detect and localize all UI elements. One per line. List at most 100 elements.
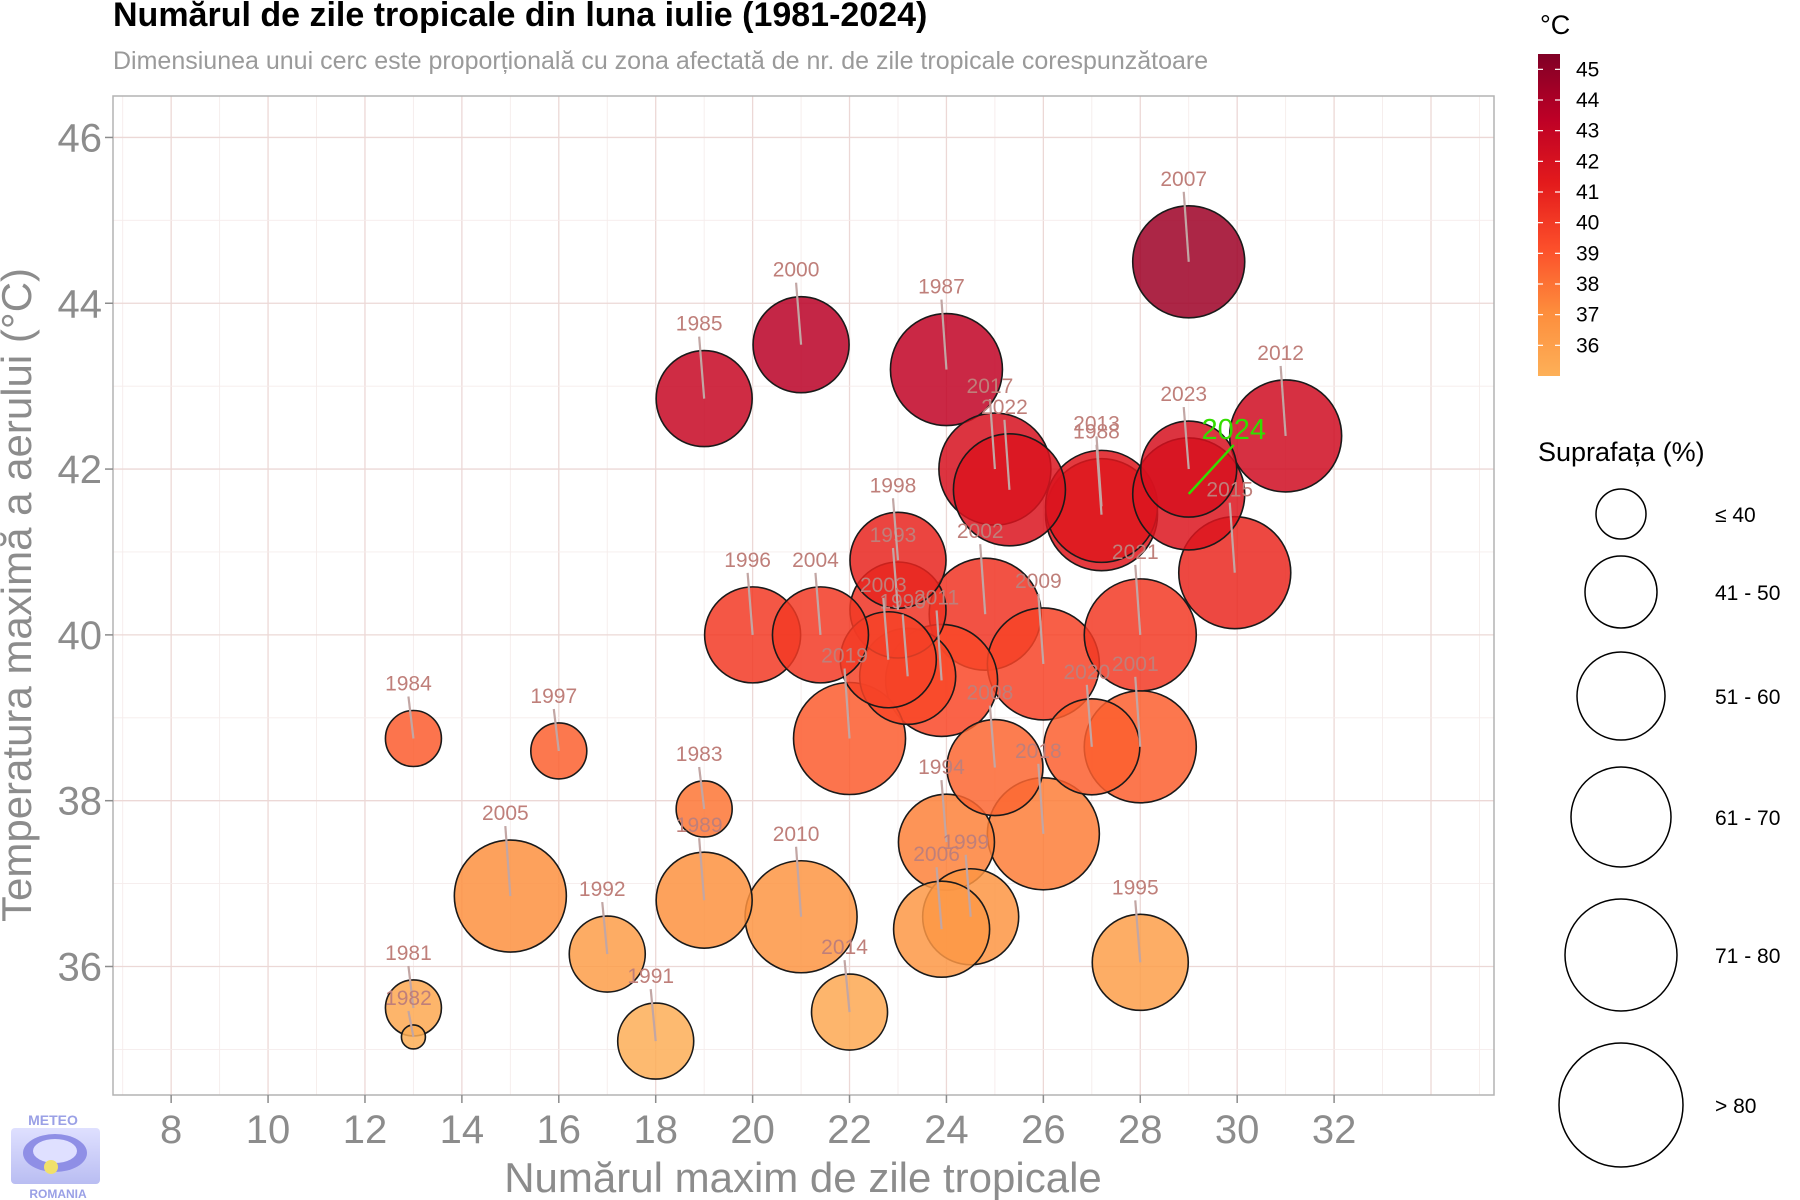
year-label-2013: 2013 — [1073, 412, 1120, 435]
leader-line-1983 — [698, 766, 706, 810]
year-label-1992: 1992 — [579, 878, 626, 901]
x-tick-label: 16 — [537, 1108, 582, 1152]
x-tick-label: 18 — [633, 1108, 678, 1152]
year-label-2008: 2008 — [967, 682, 1014, 705]
logo-bottom-text: ROMANIA — [29, 1187, 87, 1200]
x-tick-label: 12 — [343, 1108, 388, 1152]
leader-line-2005 — [504, 825, 512, 897]
leader-line-1990 — [901, 614, 909, 677]
color-bar — [1538, 54, 1560, 376]
year-label-2020: 2020 — [1063, 661, 1110, 684]
year-label-1994: 1994 — [918, 756, 965, 779]
size-legend-title: Suprafața (%) — [1538, 437, 1705, 467]
size-legend-circle — [1570, 766, 1672, 868]
leader-line-2019 — [843, 668, 851, 739]
color-legend-label: 38 — [1576, 273, 1599, 296]
year-labels: 1981 1982 1983 1984 1985 1987 1988 1989 1990 1991… — [385, 168, 1304, 1042]
year-label-1983: 1983 — [676, 743, 723, 766]
x-tick-label: 32 — [1312, 1108, 1357, 1152]
color-legend-label: 40 — [1576, 212, 1599, 235]
x-tick-label: 20 — [730, 1108, 775, 1152]
color-legend-label: 45 — [1576, 58, 1599, 81]
color-legend-label: 37 — [1576, 304, 1599, 327]
leader-line-1992 — [601, 901, 609, 955]
leader-line-2000 — [794, 282, 803, 345]
leader-line-2001 — [1134, 676, 1142, 747]
x-tick-label: 22 — [827, 1108, 872, 1152]
plot-border — [112, 95, 1495, 1096]
year-label-2010: 2010 — [773, 823, 820, 846]
leader-line-2018 — [1037, 763, 1045, 834]
size-legend-items: ≤ 40 41 - 50 51 - 60 61 - 70 71 - 80 > 80 — [1558, 488, 1780, 1168]
y-tick-label: 38 — [58, 780, 103, 824]
year-label-2006: 2006 — [913, 843, 960, 866]
leader-line-2007 — [1182, 191, 1190, 262]
color-legend-title: °C — [1540, 10, 1570, 40]
color-legend-ticks: 45 44 43 42 41 40 39 38 37 36 — [1538, 58, 1600, 357]
leader-line-2010 — [794, 846, 803, 917]
year-label-1987: 1987 — [918, 276, 965, 299]
size-legend-label: > 80 — [1715, 1095, 1756, 1118]
year-label-2002: 2002 — [957, 520, 1004, 543]
year-label-2000: 2000 — [773, 259, 820, 282]
leader-line-1985 — [698, 336, 706, 399]
size-legend-label: 41 - 50 — [1715, 582, 1780, 605]
color-legend-label: 43 — [1576, 120, 1599, 143]
year-label-2003: 2003 — [860, 574, 907, 597]
size-legend-label: 61 - 70 — [1715, 807, 1780, 830]
year-label-2001: 2001 — [1112, 653, 1159, 676]
leader-line-1987 — [940, 299, 948, 370]
leader-line-2008 — [988, 705, 996, 768]
y-tick-label: 40 — [58, 614, 103, 658]
size-legend-label: 51 - 60 — [1715, 686, 1780, 709]
x-tick-label: 8 — [160, 1108, 182, 1152]
year-label-2014: 2014 — [821, 936, 868, 959]
y-tick-label: 36 — [58, 945, 103, 989]
y-axis-title: Temperatura maximă a aerului (°C) — [0, 268, 40, 922]
year-label-1988: 1988 — [1073, 421, 1120, 444]
year-label-2004: 2004 — [792, 549, 839, 572]
year-label-1996: 1996 — [724, 549, 771, 572]
color-legend-label: 41 — [1576, 181, 1599, 204]
logo-sun — [44, 1160, 58, 1174]
leader-line-2024 — [1187, 444, 1235, 495]
leader-line-1995 — [1134, 900, 1142, 963]
year-label-1997: 1997 — [530, 685, 577, 708]
leader-line-1998 — [891, 498, 900, 561]
year-label-2023: 2023 — [1160, 383, 1207, 406]
x-tick-label: 26 — [1021, 1108, 1066, 1152]
leader-line-2004 — [814, 572, 822, 635]
year-label-1993: 1993 — [870, 524, 917, 547]
leader-line-2023 — [1182, 406, 1190, 470]
year-label-2024: 2024 — [1201, 414, 1266, 446]
leader-line-2003 — [882, 597, 890, 660]
logo-ring-inner — [33, 1139, 77, 1163]
year-label-2021: 2021 — [1112, 541, 1159, 564]
year-label-1985: 1985 — [676, 313, 723, 336]
leader-line-2012 — [1279, 365, 1287, 436]
leader-line-2015 — [1228, 502, 1236, 573]
color-legend: °C 45 44 43 42 41 40 39 38 37 36 — [1538, 10, 1600, 376]
year-label-2015: 2015 — [1206, 479, 1253, 502]
size-legend-circle — [1558, 1042, 1684, 1168]
year-label-2005: 2005 — [482, 802, 529, 825]
chart-title: Numărul de zile tropicale din luna iulie… — [113, 0, 927, 34]
leader-line-2022 — [1003, 419, 1011, 490]
x-axis-title: Numărul maxim de zile tropicale — [504, 1154, 1102, 1200]
y-tick-label: 44 — [58, 282, 103, 326]
year-label-1990: 1990 — [879, 590, 926, 613]
size-legend-circle — [1595, 488, 1647, 540]
leader-line-2011 — [935, 610, 943, 681]
leader-line-2017 — [988, 398, 996, 470]
y-tick-label: 42 — [58, 448, 103, 492]
leader-line-2006 — [935, 867, 943, 930]
year-label-1981: 1981 — [385, 942, 432, 965]
leader-line-1984 — [407, 696, 415, 739]
year-label-1982: 1982 — [385, 987, 432, 1010]
x-tick-label: 14 — [440, 1108, 485, 1152]
leader-line-1996 — [746, 572, 754, 635]
leader-line-2020 — [1085, 684, 1093, 747]
leader-line-2013 — [1095, 436, 1103, 507]
logo-top-text: METEO — [28, 1112, 78, 1128]
size-legend: Suprafața (%) ≤ 40 41 - 50 51 - 60 61 - 70 7… — [1538, 437, 1780, 1168]
